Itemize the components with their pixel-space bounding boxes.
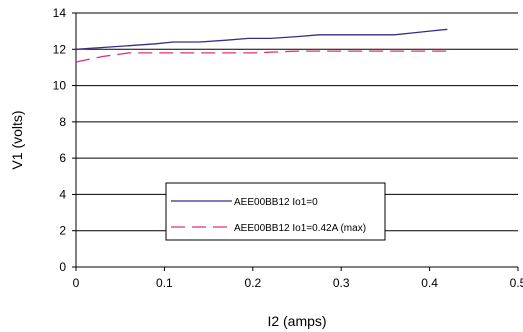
legend-label-io1-042: AEE00BB12 Io1=0.42A (max) bbox=[234, 223, 366, 234]
gridlines bbox=[76, 12, 518, 232]
legend-label-io1-0: AEE00BB12 Io1=0 bbox=[234, 197, 318, 208]
x-tick-label-1: 0.1 bbox=[156, 276, 173, 290]
x-tick-label-2: 0.2 bbox=[244, 276, 261, 290]
x-tick-labels: 0 0.1 0.2 0.3 0.4 0.5 bbox=[73, 276, 523, 290]
y-tick-label-6: 12 bbox=[53, 42, 67, 56]
y-tick-labels: 0 2 4 6 8 10 12 14 bbox=[53, 6, 67, 274]
series-line-1 bbox=[75, 50, 448, 63]
legend: AEE00BB12 Io1=0 AEE00BB12 Io1=0.42A (max… bbox=[165, 182, 386, 241]
x-tick-label-4: 0.4 bbox=[421, 276, 438, 290]
x-tick-label-0: 0 bbox=[73, 276, 80, 290]
x-axis-title: I2 (amps) bbox=[267, 313, 326, 329]
y-axis-title: V1 (volts) bbox=[9, 110, 25, 169]
x-tick-label-3: 0.3 bbox=[333, 276, 350, 290]
y-tick-label-2: 4 bbox=[59, 187, 66, 201]
y-tick-label-1: 2 bbox=[59, 224, 66, 238]
y-tick-label-3: 6 bbox=[59, 151, 66, 165]
series-layer bbox=[75, 28, 448, 63]
x-tick-label-5: 0.5 bbox=[510, 276, 523, 290]
legend-box bbox=[165, 182, 386, 241]
y-tick-label-5: 10 bbox=[53, 79, 67, 93]
axes bbox=[72, 12, 519, 271]
series-line-0 bbox=[75, 28, 448, 50]
y-tick-label-0: 0 bbox=[59, 260, 66, 274]
y-tick-label-4: 8 bbox=[59, 115, 66, 129]
y-tick-label-7: 14 bbox=[53, 6, 67, 20]
